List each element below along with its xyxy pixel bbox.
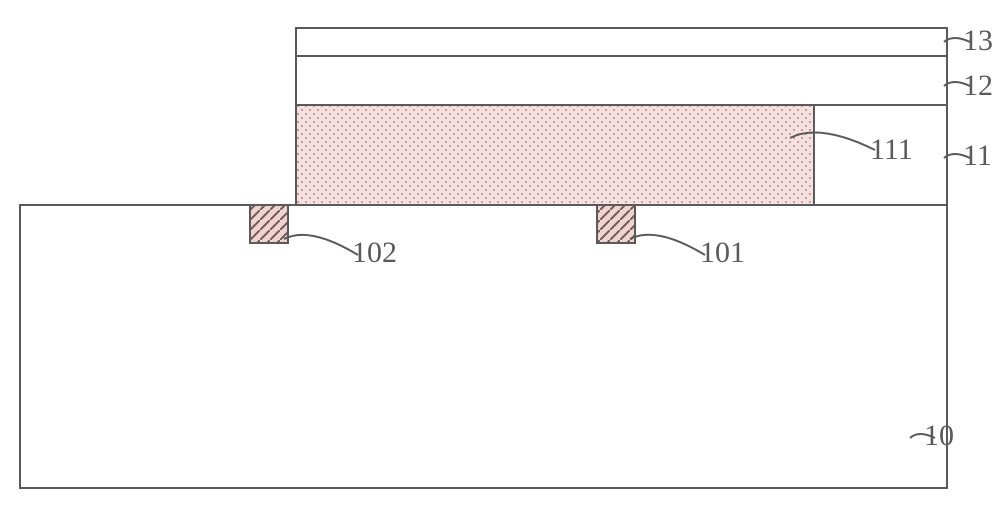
- label-11: 11: [963, 139, 992, 172]
- label-101: 101: [700, 236, 745, 269]
- label-13: 13: [963, 24, 993, 57]
- label-10: 10: [924, 419, 954, 452]
- plug-101: [597, 205, 635, 243]
- semiconductor-cross-section-diagram: 13 12 11 111 101 102 10: [0, 0, 1000, 519]
- plug-102: [250, 205, 288, 243]
- region-111: [296, 105, 814, 205]
- label-111: 111: [870, 133, 913, 166]
- leader-101: [630, 235, 705, 255]
- layer-13: [296, 28, 947, 56]
- label-102: 102: [352, 236, 397, 269]
- leader-102: [284, 235, 358, 255]
- layer-12: [296, 56, 947, 105]
- label-12: 12: [963, 69, 993, 102]
- layer-10-substrate: [20, 205, 947, 488]
